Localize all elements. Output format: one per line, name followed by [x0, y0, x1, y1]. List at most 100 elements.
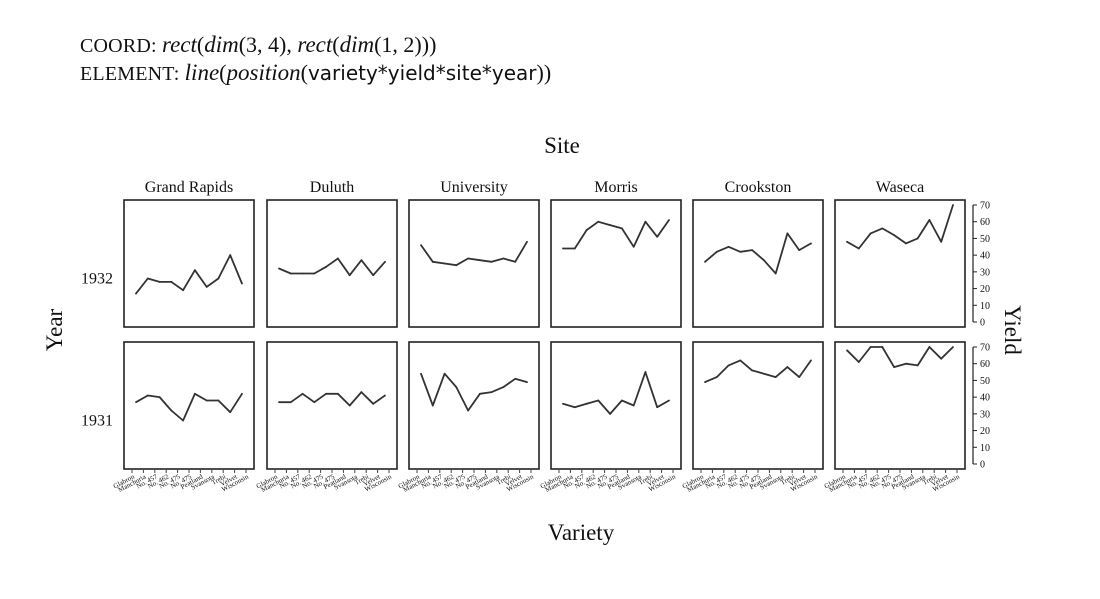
data-point-university-1931: [478, 392, 481, 395]
series-line-duluth-1931: [279, 391, 386, 407]
data-point-university-1931: [443, 372, 446, 375]
series-line-grand-rapids-1932: [135, 254, 243, 295]
data-point-grand-rapids-1931: [170, 409, 173, 412]
y-tick-label: 60: [980, 359, 990, 370]
data-point-waseca-1931: [904, 362, 907, 365]
data-point-university-1931: [431, 404, 434, 407]
data-point-grand-rapids-1932: [170, 280, 173, 283]
data-point-university-1932: [514, 260, 517, 263]
data-point-duluth-1932: [313, 272, 316, 275]
spec-coord-line: COORD: rect(dim(3, 4), rect(dim(1, 2))): [80, 32, 436, 59]
series-line-morris-1932: [563, 219, 670, 250]
panel-frame-crookston-1931: [692, 341, 824, 470]
data-point-waseca-1932: [869, 232, 872, 235]
data-point-morris-1931: [668, 399, 670, 402]
data-point-university-1932: [443, 262, 446, 265]
data-point-university-1931: [455, 386, 458, 389]
data-point-university-1931: [502, 386, 505, 389]
data-point-crookston-1931: [774, 376, 777, 378]
panel-frame-waseca-1932: [834, 199, 966, 328]
series-line-waseca-1931: [846, 346, 954, 369]
data-point-grand-rapids-1931: [135, 401, 137, 404]
data-point-grand-rapids-1931: [158, 396, 161, 399]
panel-frame-duluth-1932: [266, 199, 398, 328]
data-point-crookston-1932: [751, 249, 754, 252]
data-point-waseca-1931: [846, 349, 848, 352]
site-label-university: University: [440, 179, 508, 196]
y-tick-label: 50: [980, 234, 990, 245]
panel-frame-morris-1932: [550, 199, 682, 328]
data-point-grand-rapids-1932: [205, 286, 208, 288]
data-point-duluth-1931: [278, 401, 280, 404]
data-point-duluth-1932: [289, 272, 292, 275]
series-line-duluth-1932: [278, 257, 386, 277]
data-point-grand-rapids-1931: [146, 394, 149, 397]
year-label-1931: 1931: [81, 413, 113, 430]
data-point-duluth-1932: [336, 257, 339, 260]
data-point-grand-rapids-1931: [182, 419, 185, 422]
data-point-morris-1932: [609, 224, 612, 226]
spec-element-paren-inner: (: [300, 60, 308, 85]
data-point-morris-1932: [585, 229, 588, 231]
site-label-duluth: Duluth: [310, 179, 354, 196]
data-point-crookston-1932: [739, 250, 742, 253]
data-point-university-1931: [467, 409, 470, 412]
data-point-duluth-1931: [336, 392, 339, 395]
y-tick-label: 60: [980, 217, 990, 228]
data-point-grand-rapids-1931: [205, 399, 208, 402]
data-point-waseca-1931: [869, 346, 872, 348]
y-tick-label: 30: [980, 267, 990, 278]
panel-frame-university-1931: [408, 341, 540, 470]
data-point-waseca-1932: [893, 234, 896, 236]
data-point-waseca-1931: [952, 346, 954, 348]
data-point-duluth-1932: [384, 260, 386, 263]
data-point-crookston-1931: [810, 359, 812, 362]
data-point-morris-1931: [562, 402, 564, 405]
site-label-grand-rapids: Grand Rapids: [145, 179, 233, 196]
data-point-waseca-1931: [857, 361, 860, 363]
spec-element-paren: (: [219, 60, 227, 85]
panel-frame-crookston-1932: [692, 199, 824, 328]
y-tick-label: 10: [980, 301, 990, 312]
data-point-duluth-1932: [348, 274, 351, 277]
series-line-grand-rapids-1931: [135, 392, 243, 422]
data-point-waseca-1932: [928, 219, 931, 221]
data-point-grand-rapids-1931: [217, 399, 220, 402]
data-point-morris-1932: [656, 235, 659, 238]
spec-coord-args-inner: (1, 2))): [374, 32, 437, 57]
data-point-crookston-1932: [786, 232, 789, 235]
spec-coord-fn-dim: dim: [204, 32, 239, 57]
y-tick-label: 30: [980, 409, 990, 420]
data-point-crookston-1932: [774, 272, 777, 275]
data-point-morris-1931: [597, 399, 600, 402]
data-point-university-1932: [502, 257, 505, 260]
data-point-duluth-1931: [384, 394, 386, 397]
series-line-morris-1931: [562, 371, 670, 415]
spec-element-fn-line: line: [184, 60, 220, 85]
data-point-duluth-1932: [278, 267, 280, 270]
data-point-morris-1932: [620, 227, 623, 230]
data-point-duluth-1931: [348, 404, 351, 407]
data-point-grand-rapids-1932: [217, 277, 220, 280]
data-point-university-1932: [467, 257, 470, 260]
data-point-grand-rapids-1931: [193, 392, 196, 395]
series-line-crookston-1932: [704, 232, 812, 275]
data-point-university-1932: [420, 244, 422, 247]
x-axis-title-variety: Variety: [548, 520, 615, 545]
data-point-waseca-1931: [893, 366, 896, 368]
y-tick-label: 70: [980, 343, 990, 354]
data-point-waseca-1931: [881, 346, 884, 348]
data-point-duluth-1931: [289, 401, 292, 404]
data-point-morris-1931: [644, 371, 647, 373]
data-point-grand-rapids-1932: [193, 269, 196, 272]
spec-element-close: )): [536, 60, 552, 85]
data-point-duluth-1932: [360, 259, 363, 262]
y-tick-label: 20: [980, 284, 990, 295]
data-point-duluth-1932: [325, 265, 328, 268]
data-point-morris-1931: [632, 404, 635, 407]
data-point-waseca-1932: [904, 242, 907, 245]
data-point-crookston-1932: [798, 249, 801, 252]
y-tick-label: 10: [980, 443, 990, 454]
data-point-crookston-1932: [810, 242, 812, 245]
data-point-duluth-1931: [372, 402, 375, 405]
